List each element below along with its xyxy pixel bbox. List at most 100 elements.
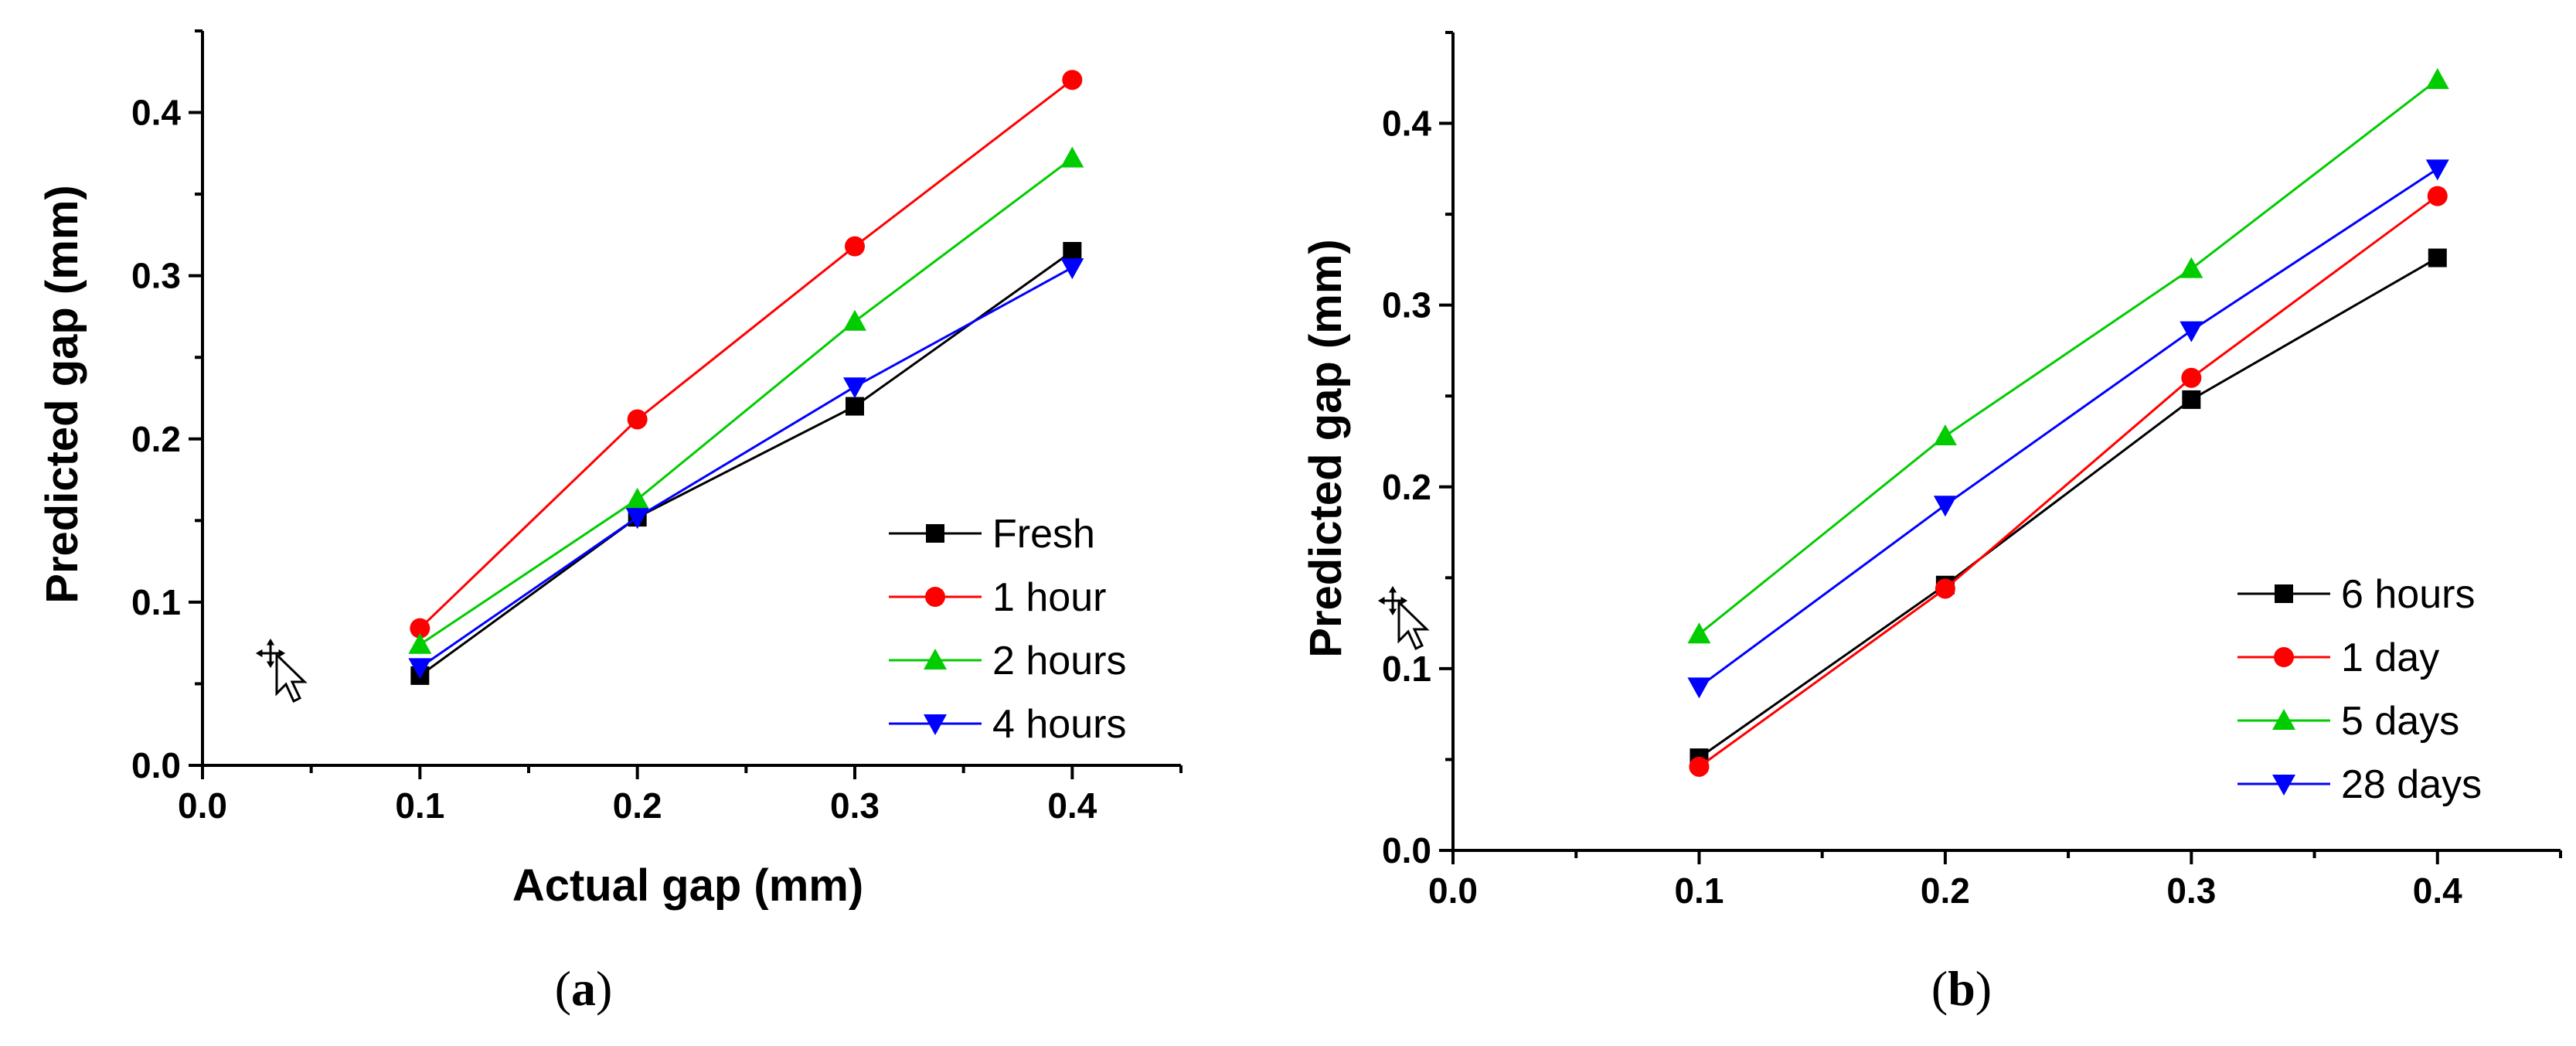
- panel-b-caption-letter: b: [1948, 961, 1975, 1016]
- legend-marker: [924, 649, 947, 670]
- legend-marker: [924, 714, 947, 735]
- series-line: [419, 266, 1074, 669]
- data-point: [1687, 622, 1711, 644]
- panel-b-series-5-days: [1687, 68, 2449, 644]
- legend-marker: [926, 524, 944, 543]
- data-point: [1062, 70, 1083, 90]
- panel-b-series-28-days: [1687, 159, 2449, 699]
- series-line: [419, 250, 1074, 677]
- panel-b-legend: 6 hours 1 day 5 days 28 days: [2237, 572, 2482, 807]
- data-point: [1933, 424, 1957, 445]
- panel-b-y-tick-label: 0.0: [1382, 830, 1431, 871]
- legend-item: 1 day: [2237, 635, 2439, 680]
- legend-marker: [2272, 709, 2295, 730]
- legend-marker: [2272, 775, 2295, 796]
- panel-b-y-tick-label: 0.3: [1382, 285, 1431, 325]
- legend-label: 1 day: [2341, 635, 2439, 680]
- data-point: [2427, 186, 2448, 206]
- legend-label: 2 hours: [992, 639, 1126, 683]
- data-point: [408, 658, 432, 680]
- data-point: [627, 409, 648, 430]
- data-point: [1063, 242, 1082, 261]
- legend-item: 1 hour: [889, 575, 1106, 620]
- panel-a-series-1-hour: [410, 70, 1083, 639]
- series-line: [1698, 195, 2438, 768]
- series-line: [1698, 257, 2438, 759]
- panel-a-series-2-hours: [408, 146, 1084, 654]
- legend-item: Fresh: [889, 512, 1095, 557]
- legend-label: 6 hours: [2341, 572, 2475, 617]
- panel-b: 0.0 0.1 0.2 0.3 0.4 0.0 0.1 0.2 0.3 0.4 6 hours 1 d…: [1301, 31, 2562, 1016]
- panel-a-x-tick-label: 0.1: [395, 785, 444, 826]
- panel-b-x-tick-label: 0.2: [1921, 871, 1970, 911]
- panel-b-series-1-day: [1689, 186, 2448, 777]
- panel-b-x-tick-label: 0.3: [2166, 871, 2216, 911]
- panel-a-y-tick-label: 0.2: [131, 419, 181, 459]
- panel-b-series-6-hours: [1690, 248, 2447, 768]
- panel-b-x-tick-label: 0.0: [1428, 871, 1478, 911]
- panel-a-plot-area: 0.0 0.1 0.2 0.3 0.4 0.0 0.1 0.2 0.3 0.4 Fresh 1 hou…: [131, 29, 1183, 826]
- data-point: [408, 632, 432, 654]
- data-point: [410, 618, 430, 639]
- data-point: [843, 377, 866, 399]
- series-line: [419, 157, 1074, 646]
- legend-label: 5 days: [2341, 699, 2459, 744]
- panel-a-y-tick-label: 0.1: [131, 582, 181, 622]
- data-point: [1060, 146, 1084, 168]
- panel-b-caption: (b): [1931, 961, 1992, 1016]
- panel-b-y-tick-label: 0.1: [1382, 649, 1431, 689]
- data-point: [1060, 258, 1084, 280]
- data-point: [2180, 257, 2203, 278]
- panel-a-y-tick-label: 0.3: [131, 256, 181, 296]
- move-cursor-icon: [1376, 584, 1430, 651]
- data-point: [2428, 248, 2447, 267]
- legend-marker: [2275, 584, 2293, 603]
- data-point: [846, 397, 864, 416]
- panel-b-plot-area: 0.0 0.1 0.2 0.3 0.4 0.0 0.1 0.2 0.3 0.4 6 hours 1 d…: [1382, 31, 2562, 911]
- panel-a-y-axis-title: Predicted gap (mm): [37, 185, 87, 603]
- data-point: [1935, 578, 1955, 599]
- legend-label: 28 days: [2341, 762, 2482, 807]
- panel-a-x-tick-label: 0.2: [613, 785, 662, 826]
- data-point: [2180, 321, 2203, 342]
- data-point: [2425, 159, 2449, 181]
- panel-a-x-tick-label: 0.4: [1047, 785, 1097, 826]
- data-point: [625, 508, 649, 530]
- panel-a-legend: Fresh 1 hour 2 hours 4 hours: [889, 512, 1126, 747]
- legend-label: Fresh: [992, 512, 1095, 557]
- panel-a-x-tick-label: 0.3: [830, 785, 880, 826]
- data-point: [1687, 677, 1711, 699]
- data-point: [2181, 367, 2202, 388]
- legend-marker: [925, 587, 945, 607]
- panel-a-series-4-hours: [408, 258, 1084, 680]
- panel-b-y-tick-label: 0.2: [1382, 467, 1431, 507]
- panel-a-series-Fresh: [410, 242, 1082, 685]
- panel-a-x-tick-label: 0.0: [178, 785, 227, 826]
- data-point: [2182, 390, 2201, 409]
- panel-a-caption-letter: a: [571, 961, 596, 1016]
- data-point: [845, 236, 865, 257]
- legend-item: 4 hours: [889, 702, 1126, 747]
- series-line: [419, 79, 1074, 629]
- data-point: [2425, 68, 2449, 90]
- series-line: [1698, 78, 2438, 635]
- panel-a-x-axis-title: Actual gap (mm): [512, 860, 863, 911]
- legend-item: 28 days: [2237, 762, 2482, 807]
- panel-a: 0.0 0.1 0.2 0.3 0.4 0.0 0.1 0.2 0.3 0.4 Fresh 1 hou…: [37, 29, 1183, 1016]
- panel-b-x-tick-label: 0.1: [1674, 871, 1724, 911]
- move-cursor-icon: [254, 637, 308, 704]
- legend-item: 5 days: [2237, 699, 2459, 744]
- legend-label: 4 hours: [992, 702, 1126, 747]
- panel-b-y-axis-title: Predicted gap (mm): [1301, 239, 1351, 657]
- panel-a-y-tick-label: 0.4: [131, 93, 181, 133]
- panel-a-caption: (a): [555, 961, 613, 1016]
- data-point: [625, 487, 649, 509]
- legend-label: 1 hour: [992, 575, 1106, 620]
- series-line: [1698, 168, 2438, 688]
- data-point: [1689, 756, 1710, 777]
- legend-marker: [2274, 647, 2294, 667]
- panel-a-y-tick-label: 0.0: [131, 745, 181, 785]
- panel-b-y-tick-label: 0.4: [1382, 104, 1431, 144]
- legend-item: 6 hours: [2237, 572, 2475, 617]
